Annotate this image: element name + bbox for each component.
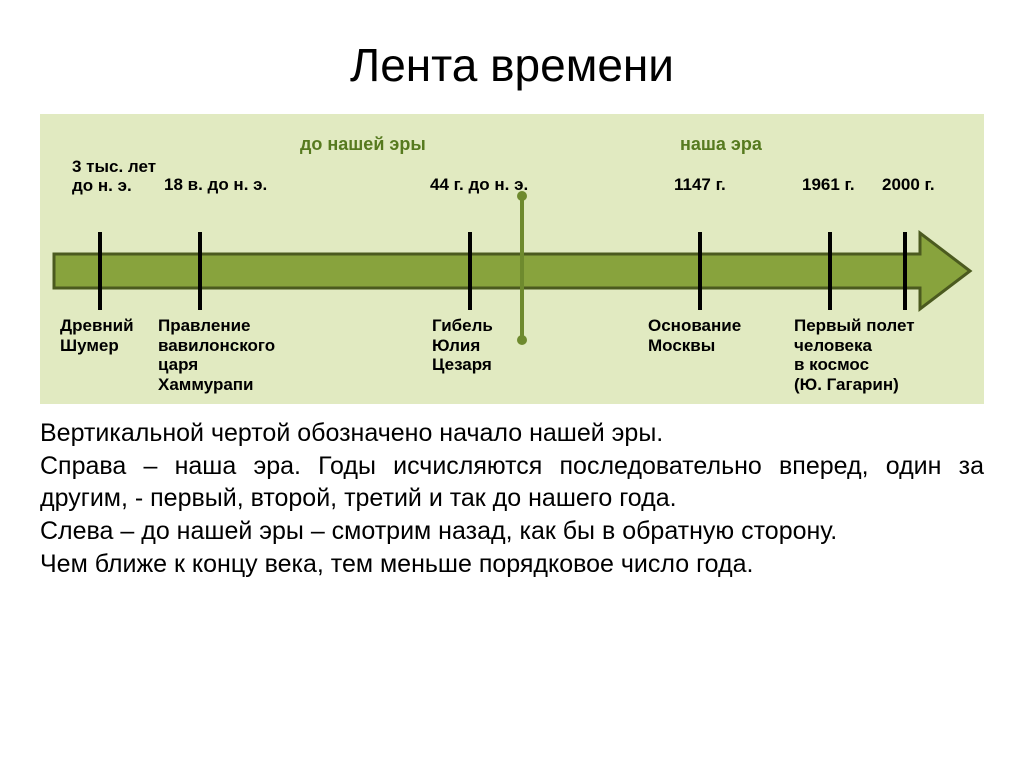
body-text: Вертикальной чертой обозначено начало на… [40, 418, 984, 580]
body-paragraph: Чем ближе к концу века, тем меньше поряд… [40, 549, 984, 580]
era-divider-knob [517, 335, 527, 345]
era-label-after: наша эра [680, 134, 762, 155]
date-label: 2000 г. [882, 176, 935, 195]
date-label: 18 в. до н. э. [164, 176, 267, 195]
timeline-tick [698, 232, 702, 310]
timeline-diagram: до нашей эры наша эра 3 тыс. лет до н. э. Д… [40, 114, 984, 404]
event-label: Гибель Юлия Цезаря [432, 316, 493, 375]
date-label: 3 тыс. лет до н. э. [72, 158, 156, 195]
event-label: Древний Шумер [60, 316, 134, 355]
timeline-tick [903, 232, 907, 310]
era-label-before: до нашей эры [300, 134, 426, 155]
date-label: 1147 г. [674, 176, 726, 195]
era-divider [520, 196, 524, 340]
timeline-tick [828, 232, 832, 310]
event-label: Основание Москвы [648, 316, 741, 355]
body-paragraph: Справа – наша эра. Годы исчисляются посл… [40, 451, 984, 514]
timeline-tick [198, 232, 202, 310]
event-label: Правление вавилонского царя Хаммурапи [158, 316, 275, 394]
timeline-tick [468, 232, 472, 310]
date-label: 44 г. до н. э. [430, 176, 528, 195]
event-label: Первый полет человека в космос (Ю. Гагар… [794, 316, 915, 394]
body-paragraph: Вертикальной чертой обозначено начало на… [40, 418, 984, 449]
timeline-tick [98, 232, 102, 310]
date-label: 1961 г. [802, 176, 855, 195]
page-title: Лента времени [40, 38, 984, 92]
body-paragraph: Слева – до нашей эры – смотрим назад, ка… [40, 516, 984, 547]
